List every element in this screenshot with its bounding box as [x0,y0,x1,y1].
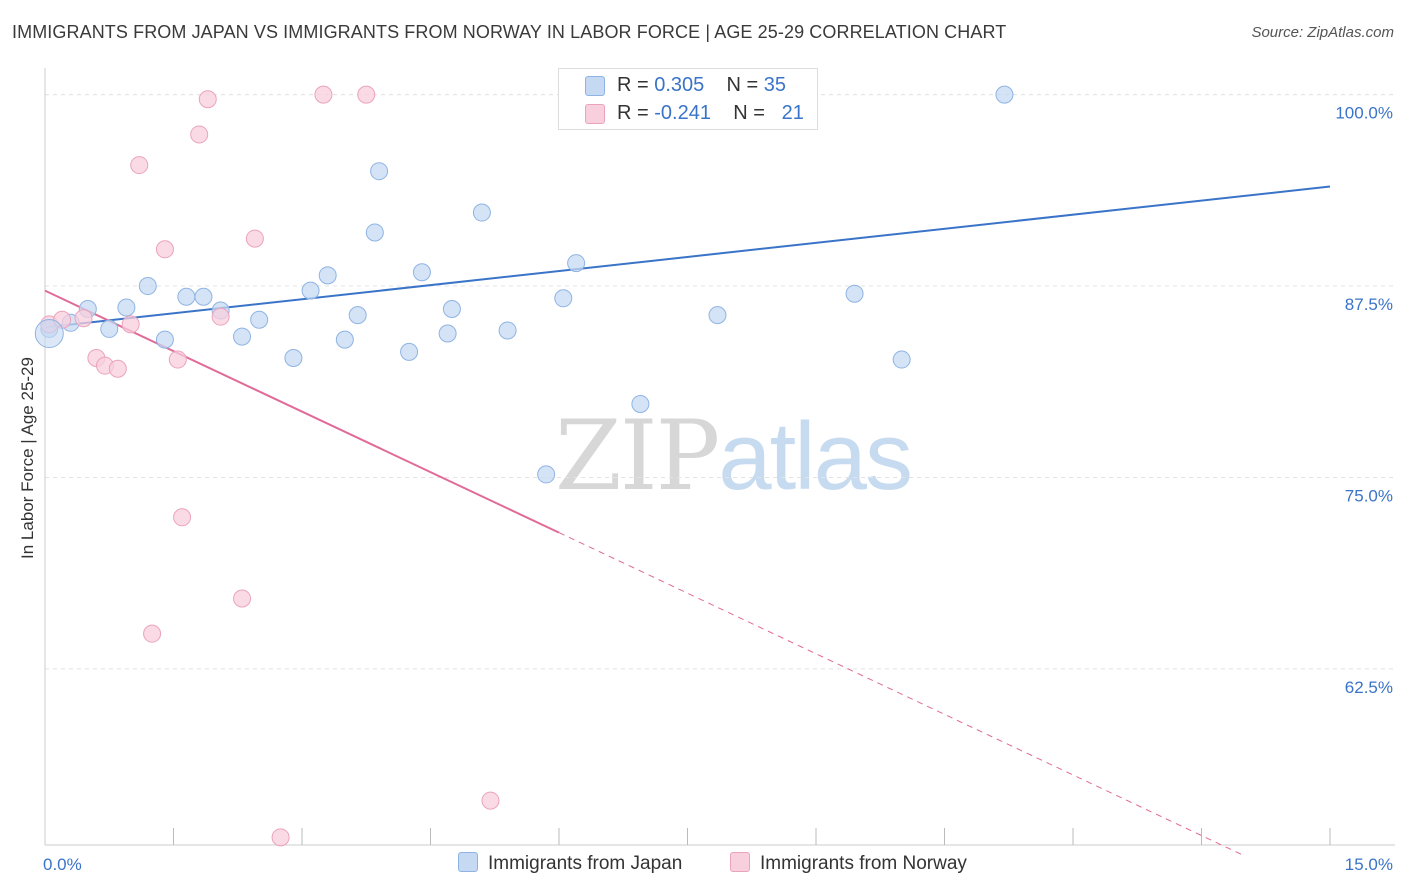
japan-point [554,289,573,308]
japan-point [194,287,213,306]
japan-r-label: R = [617,74,655,96]
bottom-legend-norway-swatch [730,852,750,872]
point-layer [34,85,1014,847]
y-tick-label: 87.5% [1345,295,1393,314]
norway-point [211,307,230,326]
japan-point-cluster [34,319,64,349]
japan-n-value: 35 [763,74,787,96]
x-tick-label: 0.0% [43,855,82,874]
japan-point [117,298,136,317]
norway-point [130,156,149,175]
japan-r-value: 0.305 [654,74,705,96]
trend-layer [44,185,1331,857]
watermark-atlas: atlas [718,403,913,510]
japan-point [892,350,911,369]
norway-point [481,791,500,810]
japan-n-label: N = [726,74,764,96]
y-tick-label: 75.0% [1345,486,1393,505]
japan-point [100,319,119,338]
norway-point [143,624,162,643]
bottom-legend-japan-swatch [458,852,478,872]
trendline-japan [44,185,1331,329]
bottom-legend-japan-label: Immigrants from Japan [488,853,683,874]
norway-point [357,85,376,104]
source-label: Source: ZipAtlas.com [1251,24,1394,41]
japan-point [400,342,419,361]
japan-point [177,287,196,306]
norway-point [108,359,127,378]
bottom-legend-japan[interactable]: Immigrants from Japan [458,852,682,875]
norway-point [271,828,290,847]
norway-point [198,90,217,109]
trendline-norway [558,532,1245,857]
japan-point [845,284,864,303]
japan-point [412,263,431,282]
norway-r-label: R = [617,102,655,124]
japan-point [284,349,303,368]
japan-point [318,266,337,285]
grid-layer [45,94,1395,670]
japan-stats: R = 0.305 N = 35 [617,74,786,97]
japan-point [442,300,461,319]
y-tick-label: 100.0% [1335,104,1393,123]
chart-title: IMMIGRANTS FROM JAPAN VS IMMIGRANTS FROM… [12,22,1007,42]
norway-point [245,229,264,248]
japan-point [155,330,174,349]
japan-point [348,306,367,325]
japan-point [335,330,354,349]
label-layer: 62.5% 75.0% 87.5% 100.0% 0.0% 15.0% [43,104,1393,874]
japan-point [472,203,491,222]
japan-point [250,310,269,329]
norway-point [173,508,192,527]
norway-n-value: 21 [781,102,804,124]
japan-point [708,306,727,325]
norway-point [155,240,174,259]
japan-point [301,281,320,300]
japan-point [438,324,457,343]
axis-layer [44,68,1395,846]
japan-point [370,162,389,181]
norway-point [314,85,333,104]
norway-r-value: -0.241 [654,102,711,124]
watermark-zip: ZIP [555,400,720,512]
norway-point [74,309,93,328]
bottom-legend-norway[interactable]: Immigrants from Norway [730,852,967,875]
x-tick-label: 15.0% [1345,855,1393,874]
correlation-legend: R = 0.305 N = 35 R = -0.241 N = 21 [558,68,818,130]
japan-point [537,465,556,484]
y-tick-label: 62.5% [1345,678,1393,697]
japan-point [138,277,157,296]
norway-point [168,350,187,369]
norway-point [233,589,252,608]
y-axis-label: In Labor Force | Age 25-29 [18,357,37,559]
norway-point [121,315,140,334]
japan-point [995,85,1014,104]
norway-swatch [585,104,605,124]
japan-swatch [585,76,605,96]
norway-n-label: N = [733,102,771,124]
japan-point [365,223,384,242]
japan-point [631,394,650,413]
japan-point [233,327,252,346]
japan-point [498,321,517,340]
norway-point [190,125,209,144]
japan-point [567,254,586,273]
bottom-legend-norway-label: Immigrants from Norway [760,853,967,874]
watermark: ZIPatlas [555,400,913,512]
norway-stats: R = -0.241 N = 21 [617,102,804,125]
